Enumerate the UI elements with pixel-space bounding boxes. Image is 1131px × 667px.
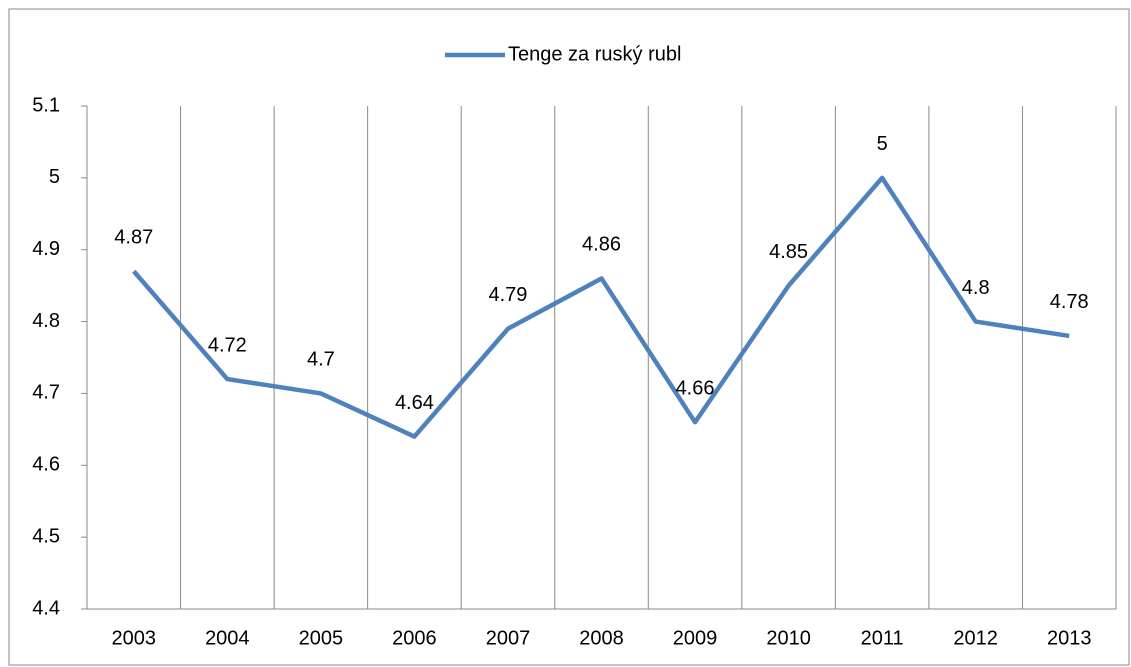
- y-tick-label: 4.5: [32, 525, 60, 547]
- data-label: 4.7: [307, 349, 335, 371]
- x-tick-label: 2009: [673, 627, 718, 649]
- data-label: 4.79: [488, 284, 527, 306]
- x-tick-label: 2003: [112, 627, 157, 649]
- y-tick-label: 4.4: [32, 597, 60, 619]
- data-label: 4.66: [676, 377, 715, 399]
- data-label: 4.87: [114, 227, 153, 249]
- x-tick-label: 2010: [766, 627, 811, 649]
- chart-frame: [8, 8, 1130, 666]
- x-tick-label: 2007: [486, 627, 531, 649]
- y-tick-label: 5.1: [32, 94, 60, 116]
- x-tick-label: 2008: [579, 627, 624, 649]
- y-tick-label: 4.7: [32, 382, 60, 404]
- x-tick-label: 2006: [392, 627, 437, 649]
- x-tick-label: 2012: [953, 627, 998, 649]
- y-tick-label: 4.9: [32, 238, 60, 260]
- x-tick-label: 2005: [299, 627, 344, 649]
- y-tick-label: 4.6: [32, 454, 60, 476]
- data-label: 5: [877, 133, 888, 155]
- data-label: 4.72: [208, 334, 247, 356]
- y-tick-label: 5: [49, 166, 60, 188]
- x-tick-label: 2013: [1047, 627, 1092, 649]
- data-label: 4.86: [582, 234, 621, 256]
- x-tick-label: 2004: [205, 627, 250, 649]
- line-series: [132, 175, 1070, 439]
- data-label: 4.64: [395, 392, 434, 414]
- legend-label: Tenge za ruský rubl: [508, 43, 681, 65]
- data-label: 4.78: [1050, 291, 1089, 313]
- y-tick-label: 4.8: [32, 310, 60, 332]
- data-label: 4.85: [769, 241, 808, 263]
- data-label: 4.8: [962, 277, 990, 299]
- x-tick-label: 2011: [861, 627, 904, 649]
